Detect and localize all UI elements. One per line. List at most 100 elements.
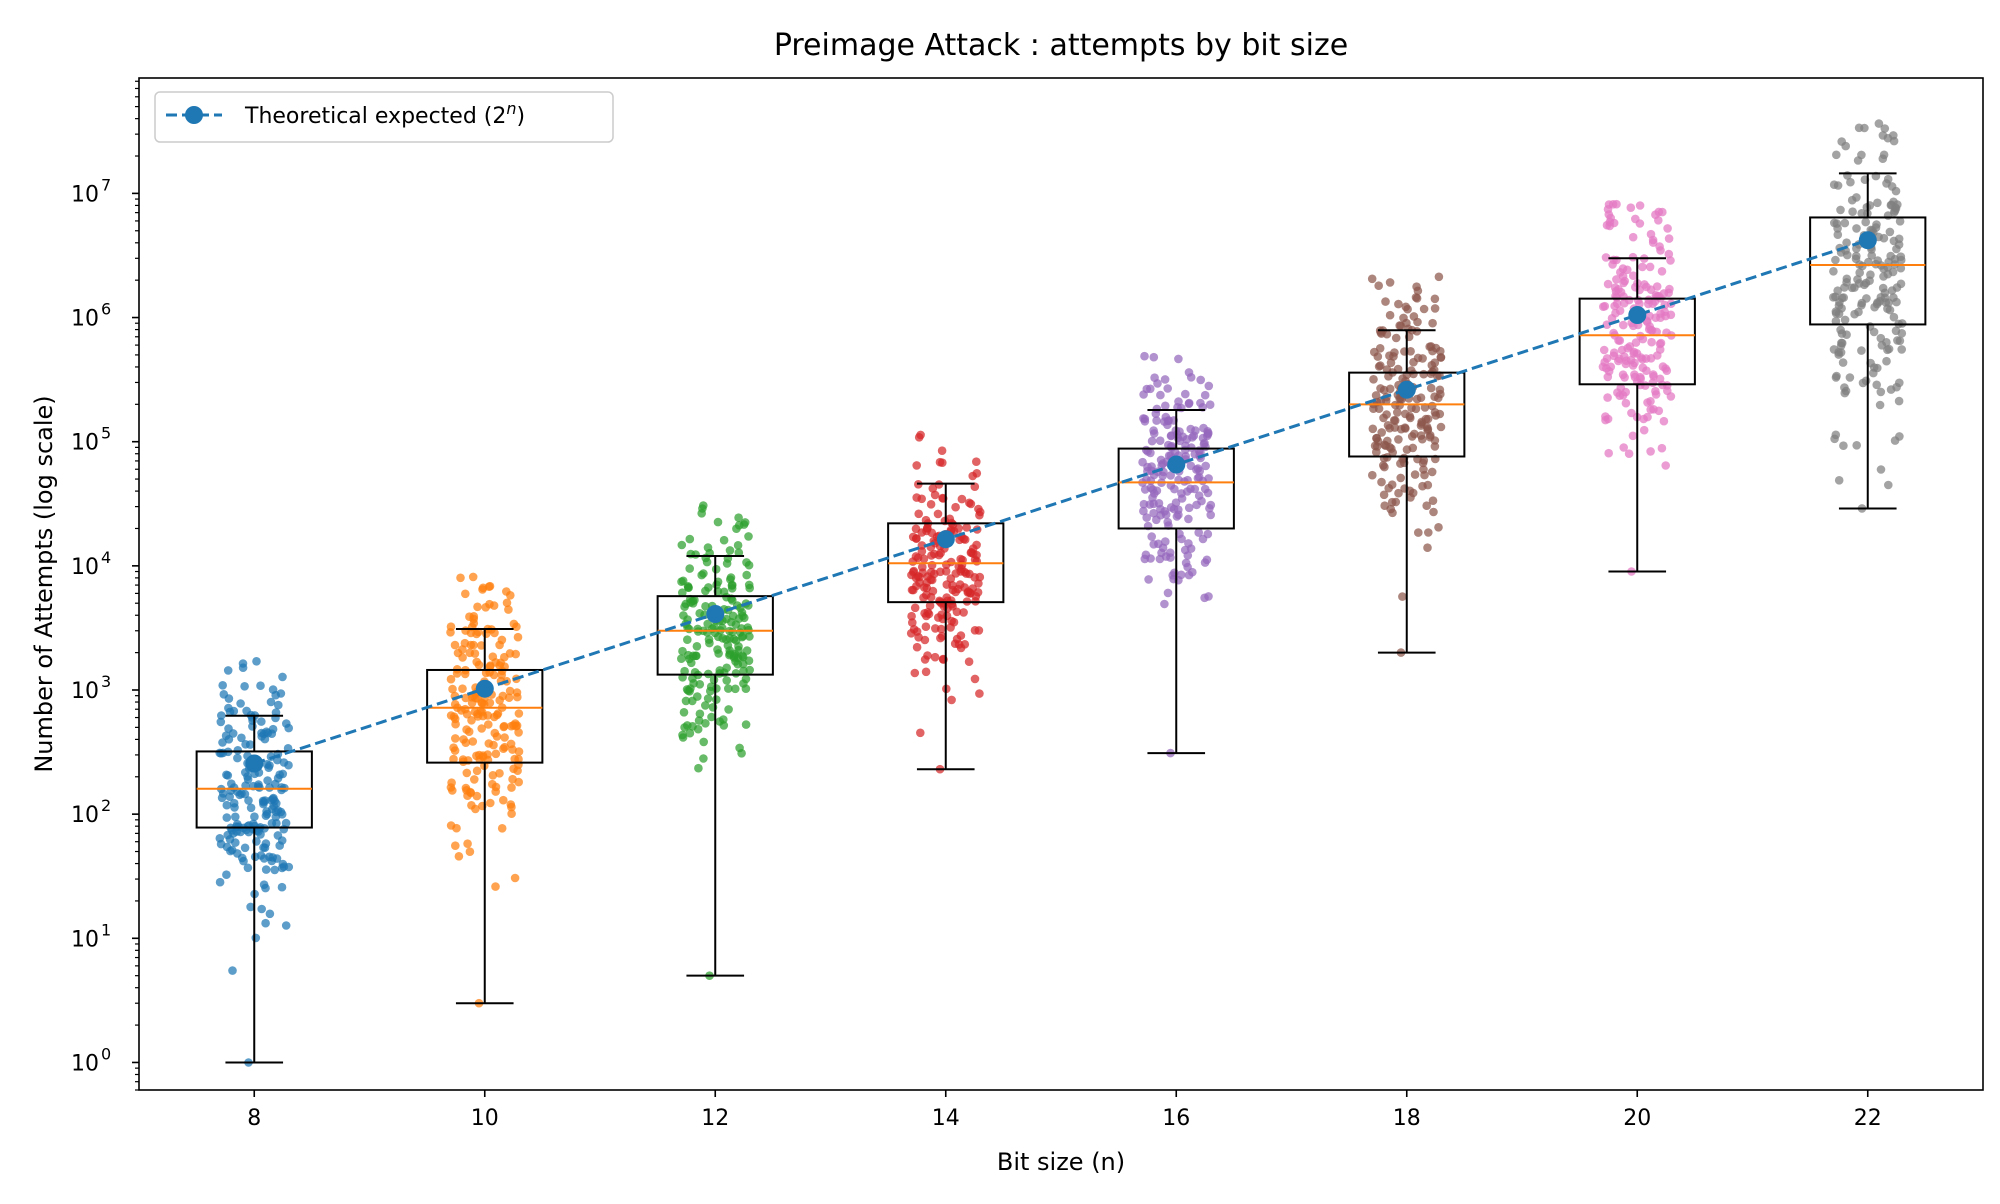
- x-tick-label: 20: [1623, 1106, 1651, 1131]
- scatter-point: [484, 720, 493, 729]
- scatter-point: [500, 662, 509, 671]
- scatter-point: [1205, 400, 1215, 410]
- scatter-point: [946, 623, 955, 632]
- scatter-point: [1629, 349, 1638, 358]
- scatter-point: [681, 696, 691, 706]
- scatter-point: [243, 775, 253, 784]
- scatter-point: [489, 740, 498, 750]
- scatter-point: [271, 690, 281, 700]
- scatter-point: [1177, 534, 1186, 544]
- scatter-point: [500, 733, 509, 742]
- scatter-point: [729, 634, 739, 644]
- scatter-point: [1619, 278, 1628, 288]
- scatter-point: [229, 798, 239, 808]
- box-iqr: [1348, 371, 1466, 458]
- scatter-point: [1394, 488, 1403, 498]
- legend-label: Theoretical expected (2n): [244, 99, 525, 129]
- scatter-point: [694, 763, 703, 773]
- scatter-point: [1146, 476, 1156, 486]
- scatter-point: [1379, 461, 1388, 470]
- scatter-point: [1897, 329, 1907, 338]
- legend-box: [154, 91, 614, 143]
- scatter-point: [1381, 297, 1390, 306]
- scatter-point: [1140, 485, 1150, 494]
- plot-frame: [138, 77, 1984, 1091]
- scatter-point: [257, 904, 267, 914]
- scatter-point: [495, 769, 504, 778]
- scatter-point: [511, 649, 520, 659]
- scatter-point: [729, 653, 739, 662]
- scatter-point: [1163, 384, 1172, 393]
- scatter-point: [719, 535, 729, 545]
- scatter-point: [685, 728, 695, 738]
- series-marker: [936, 530, 955, 549]
- scatter-point: [225, 707, 235, 717]
- scatter-point: [1623, 265, 1632, 275]
- scatter-point: [451, 841, 460, 850]
- scatter-point: [452, 823, 461, 833]
- x-tick-label: 22: [1854, 1106, 1882, 1131]
- scatter-point: [916, 728, 925, 738]
- scatter-point: [1156, 504, 1165, 514]
- scatter-point: [1166, 431, 1176, 441]
- scatter-point: [1897, 345, 1906, 354]
- scatter-point: [281, 921, 291, 930]
- scatter-point: [956, 631, 966, 640]
- scatter-point: [273, 773, 283, 783]
- scatter-point: [284, 862, 294, 872]
- scatter-point: [1614, 336, 1623, 345]
- scatter-point: [963, 588, 973, 597]
- scatter-point: [688, 651, 698, 661]
- scatter-point: [1857, 298, 1867, 308]
- scatter-point: [1847, 195, 1857, 205]
- scatter-point: [244, 796, 253, 805]
- scatter-point: [1885, 227, 1895, 237]
- scatter-point: [1628, 252, 1638, 262]
- scatter-point: [1374, 404, 1384, 414]
- scatter-point: [225, 792, 234, 801]
- scatter-point: [1654, 207, 1664, 217]
- scatter-point: [1152, 515, 1161, 525]
- x-axis-label: Bit size (n): [997, 1148, 1125, 1176]
- scatter-point: [1395, 321, 1404, 330]
- scatter-point: [1190, 484, 1200, 494]
- scatter-point: [684, 583, 693, 592]
- scatter-point: [741, 720, 751, 729]
- scatter-point: [1840, 315, 1850, 325]
- box-iqr: [426, 668, 544, 764]
- y-axis-label: Number of Attempts (log scale): [30, 395, 58, 772]
- scatter-point: [1428, 496, 1438, 506]
- scatter-point: [1434, 523, 1443, 532]
- scatter-point: [1385, 278, 1395, 287]
- scatter-point: [478, 585, 487, 594]
- scatter-point: [908, 618, 917, 627]
- scatter-point: [1152, 416, 1161, 425]
- scatter-point: [488, 771, 498, 780]
- scatter-point: [462, 768, 472, 778]
- scatter-point: [1602, 320, 1612, 330]
- scatter-point: [933, 509, 943, 519]
- scatter-point: [1149, 352, 1159, 362]
- scatter-point: [1394, 435, 1403, 444]
- scatter-point: [724, 684, 733, 693]
- scatter-point: [1412, 282, 1421, 292]
- scatter-point: [970, 626, 980, 635]
- scatter-point: [946, 574, 956, 583]
- scatter-point: [912, 642, 922, 652]
- scatter-point: [722, 663, 731, 673]
- scatter-point: [241, 768, 250, 777]
- scatter-point: [1846, 177, 1855, 187]
- scatter-point: [1603, 393, 1612, 402]
- scatter-point: [951, 587, 960, 597]
- scatter-point: [1391, 333, 1401, 343]
- scatter-point: [1889, 293, 1898, 302]
- scatter-point: [1367, 274, 1377, 284]
- scatter-point: [454, 852, 464, 861]
- scatter-point: [222, 813, 232, 822]
- scatter-point: [277, 863, 287, 873]
- scatter-point: [1430, 442, 1440, 451]
- scatter-point: [245, 740, 255, 749]
- scatter-point: [1876, 465, 1886, 474]
- scatter-point: [236, 699, 245, 708]
- scatter-point: [1831, 430, 1841, 440]
